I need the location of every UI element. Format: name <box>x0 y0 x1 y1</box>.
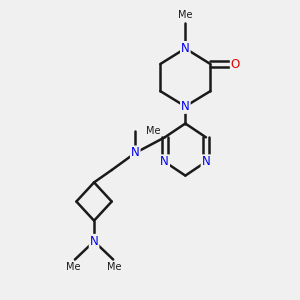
Text: N: N <box>90 235 98 248</box>
Text: O: O <box>231 58 240 70</box>
Text: Me: Me <box>146 126 160 136</box>
Text: Me: Me <box>178 10 193 20</box>
Text: Me: Me <box>107 262 122 272</box>
Text: Me: Me <box>66 262 81 272</box>
Text: N: N <box>181 100 190 113</box>
Text: N: N <box>131 146 140 159</box>
Text: N: N <box>202 155 210 168</box>
Text: N: N <box>160 155 169 168</box>
Text: N: N <box>181 42 190 55</box>
